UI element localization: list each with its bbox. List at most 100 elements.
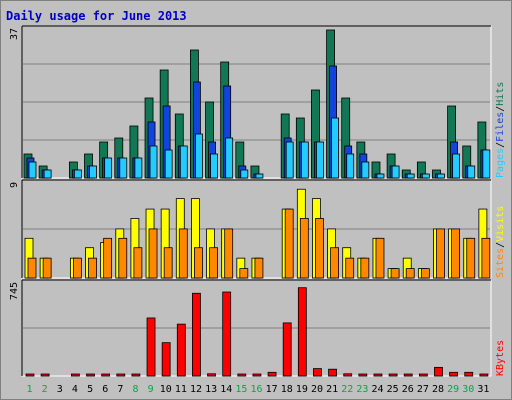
kbytes-bar [297, 287, 307, 377]
legend-sites: Sites [495, 248, 506, 278]
kbytes-bar [418, 373, 428, 377]
panel-2: 9 [9, 179, 492, 279]
legend-visits: Visits [495, 206, 506, 242]
sites-bar [405, 268, 415, 279]
sites-bar [436, 228, 445, 279]
kbytes-bar [388, 373, 398, 377]
pages-bar [452, 153, 461, 179]
x-tick-label: 10 [160, 384, 172, 395]
sites-bar [118, 237, 128, 279]
legend-text: Pages/Files/Hits [495, 82, 506, 178]
x-tick-label: 24 [372, 384, 384, 395]
kbytes-bar [86, 373, 95, 377]
sites-bar [466, 237, 476, 279]
chart-title: Daily usage for June 2013 [6, 9, 187, 23]
kbytes-bar [25, 373, 35, 377]
sites-bar [224, 228, 234, 279]
kbytes-bar [449, 371, 459, 377]
kbytes-bar [101, 373, 111, 377]
x-tick-label: 29 [447, 384, 459, 395]
x-tick-label: 21 [326, 384, 338, 395]
pages-bar [406, 173, 415, 179]
pages-bar [482, 149, 491, 179]
kbytes-bar [116, 373, 126, 377]
sites-bar [330, 247, 339, 279]
chart-panels: 37 9 745 [9, 25, 492, 377]
sites-bar [163, 247, 173, 279]
sites-bar [375, 237, 385, 279]
y-max-label: 9 [9, 182, 20, 188]
pages-bar [361, 161, 370, 179]
kbytes-bar [434, 366, 443, 377]
pages-bar [43, 169, 52, 179]
x-tick-label: 8 [132, 384, 138, 395]
x-tick-label: 3 [57, 384, 63, 395]
sites-bar [103, 237, 113, 279]
pages-bar [421, 173, 430, 179]
pages-bar [73, 169, 82, 179]
legend-kbytes: KBytes [495, 340, 506, 376]
kbytes-bar [237, 373, 247, 377]
sites-bar [254, 257, 264, 279]
x-tick-label: 13 [205, 384, 217, 395]
x-tick-label: 6 [102, 384, 108, 395]
x-tick-label: 19 [296, 384, 308, 395]
legend-pages: Pages [495, 148, 506, 178]
x-tick-label: 11 [175, 384, 187, 395]
legend-text: Sites/Visits [495, 206, 506, 278]
sites-bar [420, 268, 430, 279]
pages-bar [300, 141, 309, 179]
sites-bar [27, 257, 37, 279]
sites-bar [88, 257, 97, 279]
kbytes-bar [373, 373, 383, 377]
x-tick-label: 14 [220, 384, 232, 395]
pages-bar [437, 173, 445, 179]
x-tick-label: 15 [235, 384, 247, 395]
pages-bar [346, 153, 355, 179]
pages-bar [225, 137, 234, 179]
kbytes-bar [176, 323, 186, 377]
sites-bar [390, 268, 400, 279]
pages-bar [240, 169, 249, 179]
pages-bar [134, 157, 143, 179]
legend-separator: / [495, 106, 506, 112]
legend-files: Files [495, 112, 506, 142]
sites-bar [360, 257, 370, 279]
kbytes-bar [146, 317, 156, 377]
x-tick-label: 5 [87, 384, 93, 395]
kbytes-bar [40, 373, 50, 377]
sites-bar [72, 257, 82, 279]
x-tick-label: 9 [148, 384, 154, 395]
kbytes-bar [464, 371, 474, 377]
pages-bar [28, 161, 37, 179]
pages-bar [255, 173, 264, 179]
x-axis-day-labels: 1 2 3 4 5 6 7 8 9 10 11 12 13 14 15 16 17 18 19 20 21 22 23 24 2… [27, 384, 490, 395]
y-max-label: 37 [9, 28, 20, 40]
pages-bar [376, 173, 385, 179]
kbytes-bar [328, 368, 337, 377]
pages-bar [210, 153, 218, 179]
x-tick-label: 2 [42, 384, 48, 395]
kbytes-bar [131, 373, 141, 377]
legend-separator: / [495, 142, 506, 148]
x-tick-label: 30 [462, 384, 474, 395]
pages-bar [89, 165, 97, 179]
kbytes-bar [358, 373, 368, 377]
kbytes-bar [161, 342, 171, 377]
pages-bar [467, 165, 476, 179]
x-tick-label: 18 [281, 384, 293, 395]
panel-1: 37 [9, 25, 492, 179]
pages-bar [285, 141, 294, 179]
sites-bar [345, 257, 355, 279]
sites-bar [451, 228, 461, 279]
sites-bar [299, 218, 309, 279]
x-tick-label: 4 [72, 384, 78, 395]
pages-bar [316, 141, 324, 179]
kbytes-bar [403, 373, 413, 377]
x-tick-label: 12 [190, 384, 202, 395]
kbytes-bar [207, 373, 216, 377]
sites-bar [239, 268, 249, 279]
pages-bar [164, 149, 173, 179]
